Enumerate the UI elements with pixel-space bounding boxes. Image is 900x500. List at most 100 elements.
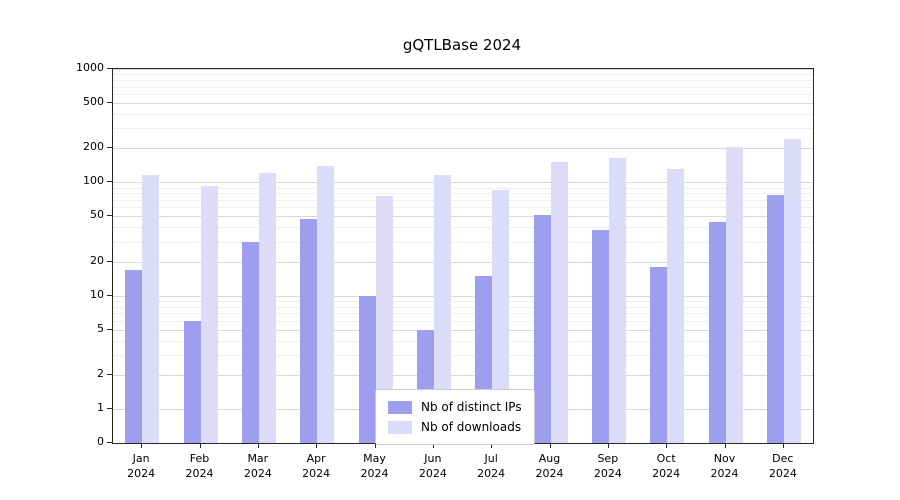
minor-gridline [113,354,813,356]
legend-swatch-distinct-ips [388,400,412,414]
x-tick-label: Jan 2024 [127,452,156,480]
minor-gridline [113,241,813,243]
bar-downloads-apr [317,165,335,443]
bar-distinct-ips-dec [766,194,784,443]
x-tick-mark [491,443,493,448]
bar-downloads-nov [725,147,743,443]
legend-label-downloads: Nb of downloads [421,420,522,434]
minor-gridline [113,79,813,81]
x-tick-label: Feb 2024 [185,452,214,480]
x-tick-mark [374,443,376,448]
x-tick-label: Aug 2024 [535,452,564,480]
y-tick-label: 0 [97,435,104,448]
major-gridline [113,216,813,218]
major-gridline [113,182,813,184]
y-tick-mark [107,442,112,443]
x-tick-mark [549,443,551,448]
bar-distinct-ips-apr [300,219,318,443]
x-tick-label: Jun 2024 [418,452,447,480]
x-tick-label: Jul 2024 [477,452,506,480]
legend-item-downloads: Nb of downloads [388,417,522,437]
x-tick-mark [316,443,318,448]
x-tick-mark [257,443,259,448]
major-gridline [113,374,813,376]
x-tick-label: Sep 2024 [593,452,622,480]
bar-distinct-ips-nov [708,221,726,443]
bar-downloads-aug [550,162,568,443]
minor-gridline [113,320,813,322]
y-tick-label: 100 [83,174,104,188]
x-tick-mark [724,443,726,448]
bar-distinct-ips-jan [125,269,143,443]
x-tick-label: Dec 2024 [768,452,797,480]
bar-downloads-jul [492,190,510,443]
bar-downloads-jun [433,175,451,443]
x-tick-label: Mar 2024 [243,452,272,480]
minor-gridline [113,193,813,195]
bar-downloads-dec [783,139,801,443]
y-tick-mark [107,260,112,262]
x-tick-mark [432,443,434,448]
major-gridline [113,148,813,150]
minor-gridline [113,94,813,96]
major-gridline [113,261,813,263]
legend: Nb of distinct IPs Nb of downloads [375,389,535,445]
minor-gridline [113,86,813,88]
bar-distinct-ips-mar [241,241,259,443]
minor-gridline [113,313,813,315]
major-gridline [113,295,813,297]
bar-distinct-ips-sep [591,229,609,443]
y-tick-label: 2 [97,366,104,380]
bar-downloads-sep [608,157,626,443]
minor-gridline [113,187,813,189]
chart-title: gQTLBase 2024 [402,36,522,54]
x-tick-label: Apr 2024 [302,452,331,480]
legend-label-distinct-ips: Nb of distinct IPs [421,400,522,414]
legend-item-distinct-ips: Nb of distinct IPs [388,397,522,417]
y-tick-mark [107,181,112,183]
y-tick-label: 200 [83,140,104,154]
x-tick-mark [199,443,201,448]
minor-gridline [113,74,813,76]
bar-downloads-feb [200,185,218,443]
plot-area: Nb of distinct IPs Nb of downloads [112,68,814,445]
y-tick-label: 10 [90,287,104,301]
legend-swatch-downloads [388,420,412,434]
y-tick-label: 1 [97,401,104,414]
bar-distinct-ips-may [358,295,376,443]
minor-gridline [113,114,813,116]
bar-distinct-ips-feb [183,320,201,443]
minor-gridline [113,306,813,308]
minor-gridline [113,207,813,209]
x-tick-label: Nov 2024 [710,452,739,480]
minor-gridline [113,300,813,302]
y-tick-label: 5 [97,321,104,335]
x-tick-label: Oct 2024 [652,452,681,480]
minor-gridline [113,227,813,229]
minor-gridline [113,340,813,342]
y-tick-label: 1000 [76,61,104,74]
bar-downloads-oct [667,169,685,443]
y-tick-mark [107,373,112,375]
minor-gridline [113,128,813,130]
y-tick-mark [107,408,112,409]
y-tick-mark [107,102,112,104]
x-tick-mark [666,443,668,448]
major-gridline [113,69,813,70]
major-gridline [113,329,813,331]
y-tick-label: 50 [90,208,104,222]
y-tick-mark [107,215,112,217]
y-tick-mark [107,328,112,330]
x-tick-mark [782,443,784,448]
y-tick-label: 500 [83,95,104,109]
y-tick-label: 20 [90,253,104,267]
major-gridline [113,103,813,105]
bar-downloads-jan [142,175,160,443]
minor-gridline [113,199,813,201]
y-tick-mark [107,68,112,69]
y-tick-mark [107,147,112,149]
x-tick-mark [141,443,143,448]
x-tick-label: May 2024 [360,452,389,480]
y-tick-mark [107,294,112,296]
